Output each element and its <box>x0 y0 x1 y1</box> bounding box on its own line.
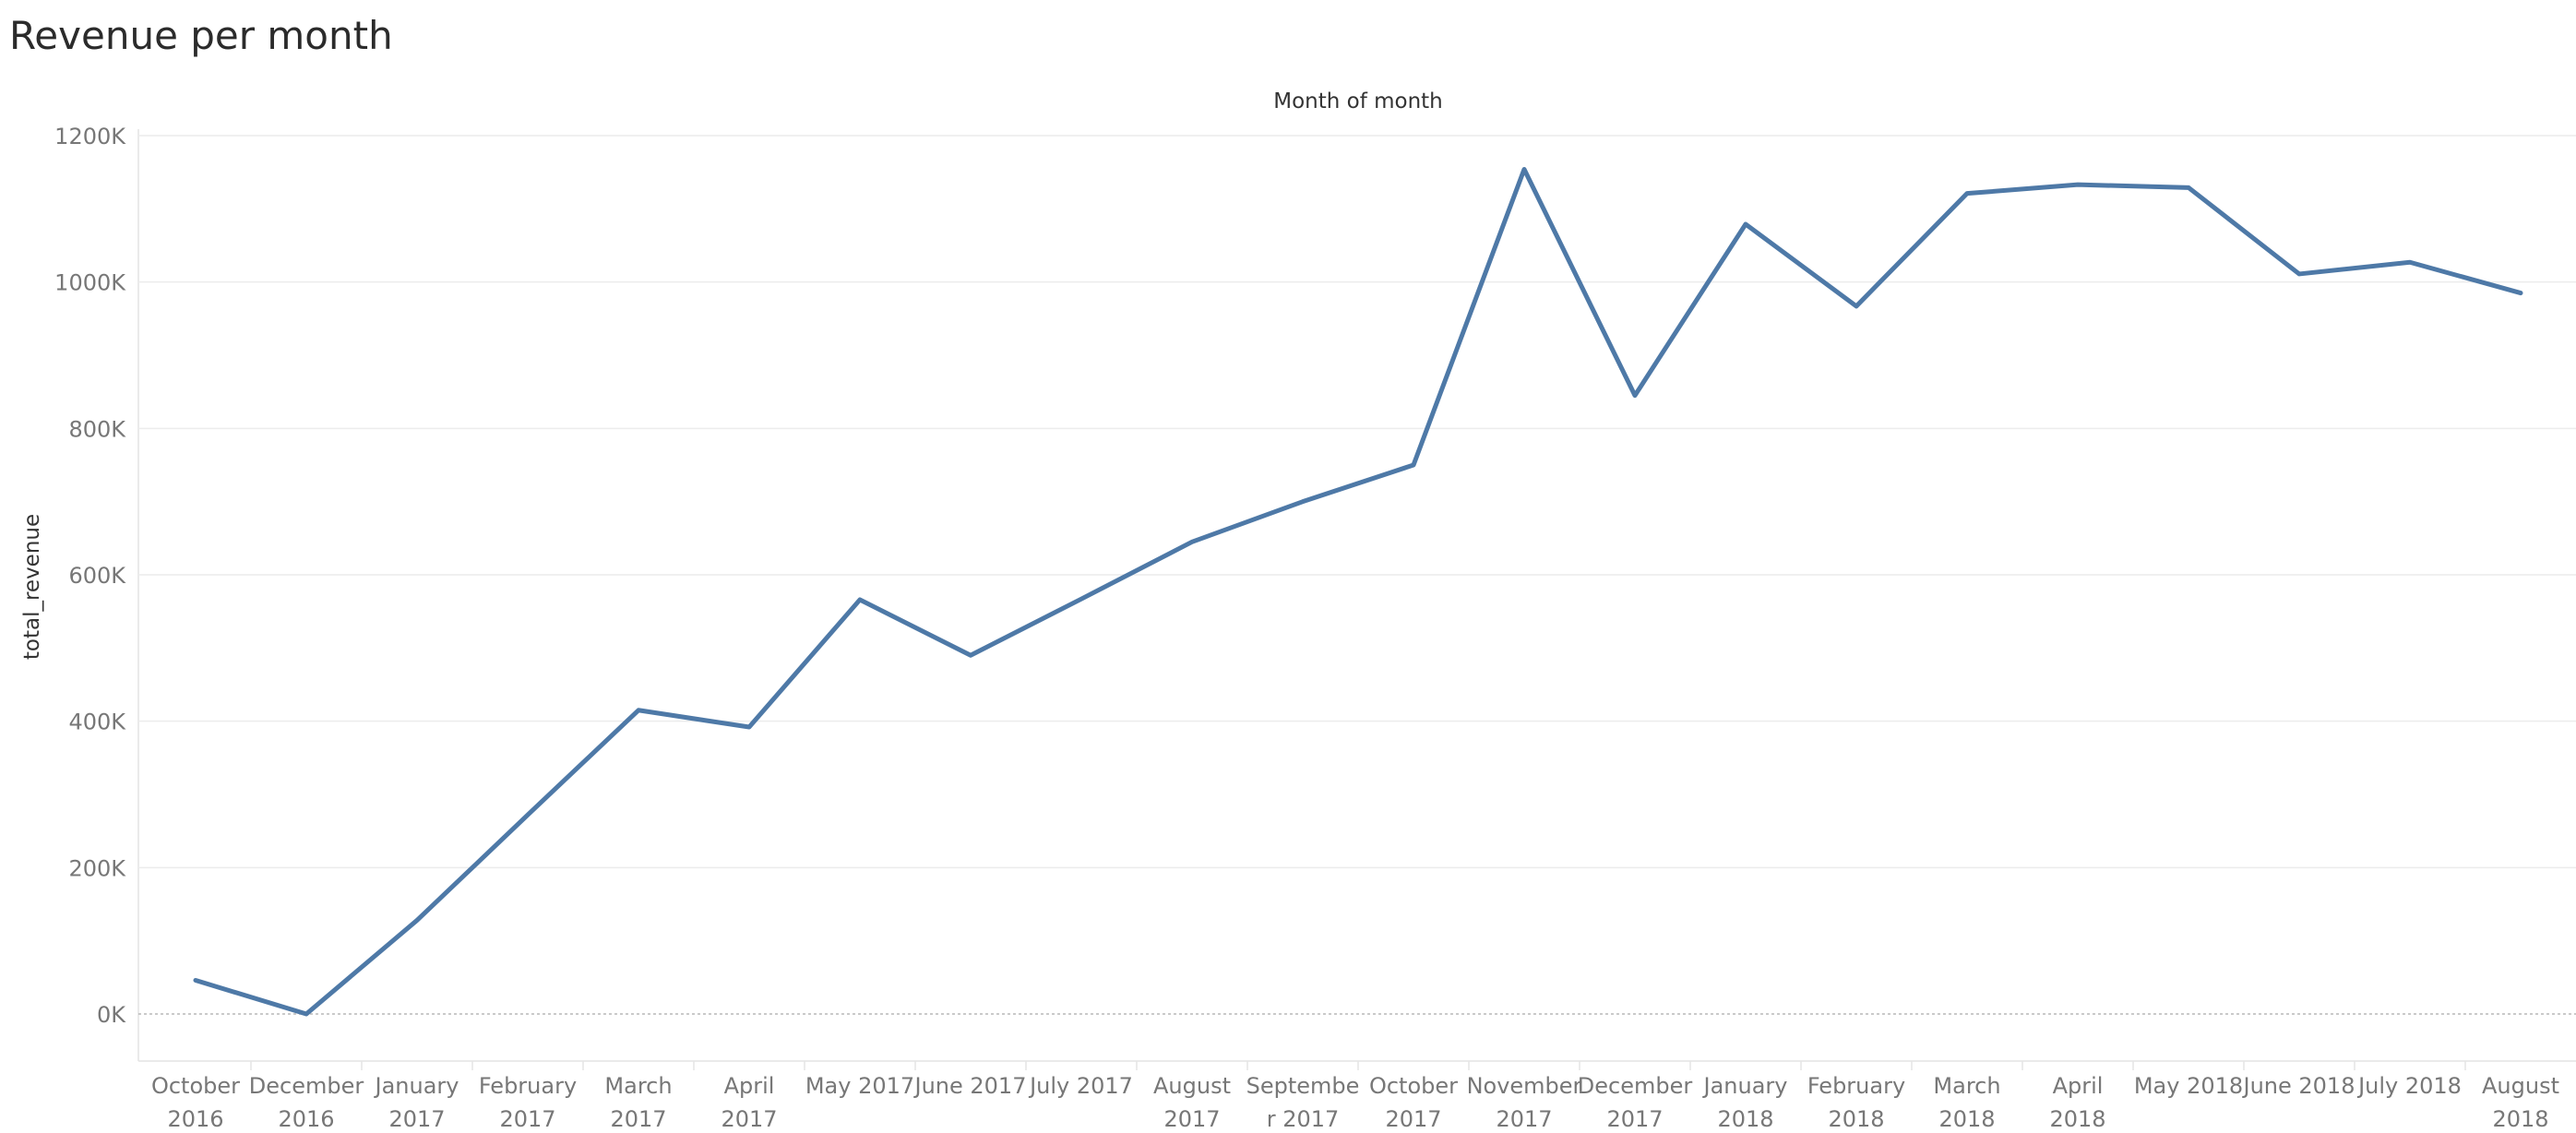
x-tick-label: August 2017 <box>1153 1073 1231 1132</box>
x-tick-label: June 2018 <box>2242 1073 2355 1099</box>
x-tick-label: April 2018 <box>2049 1073 2105 1132</box>
x-tick-label: November 2017 <box>1467 1073 1582 1132</box>
x-tick-label: February 2017 <box>479 1073 577 1132</box>
x-tick-label: July 2018 <box>2356 1073 2462 1099</box>
y-tick-label: 400K <box>68 710 126 735</box>
x-tick-label: April 2017 <box>721 1073 777 1132</box>
gridlines <box>137 129 2576 1070</box>
x-tick-label: July 2017 <box>1028 1073 1133 1099</box>
y-axis-title: total_revenue <box>20 514 44 660</box>
y-tick-label: 1000K <box>54 270 126 296</box>
x-tick-label: March 2017 <box>604 1073 672 1132</box>
x-tick-label: May 2018 <box>2134 1073 2243 1099</box>
series-revenue <box>193 166 2523 1017</box>
y-tick-label: 1200K <box>54 124 126 149</box>
x-tick-label: January 2018 <box>1702 1073 1788 1132</box>
x-tick-label: August 2018 <box>2482 1073 2559 1132</box>
x-tick-label: December 2016 <box>249 1073 364 1132</box>
page-title: Revenue per month <box>9 13 393 58</box>
x-tick-label: June 2017 <box>913 1073 1027 1099</box>
y-axis-ticks: 0K 200K 400K 600K 800K 1000K 1200K <box>54 124 126 1028</box>
y-tick-label: 800K <box>68 416 126 442</box>
y-tick-label: 0K <box>97 1002 126 1028</box>
series-line <box>193 166 2523 1017</box>
x-tick-label: March 2018 <box>1933 1073 2000 1132</box>
y-tick-label: 200K <box>68 855 126 881</box>
x-tick-label: Septembe r 2017 <box>1246 1073 1360 1132</box>
chart-header: Month of month <box>1273 89 1443 113</box>
x-tick-label: January 2017 <box>374 1073 459 1132</box>
x-tick-label: February 2018 <box>1807 1073 1905 1132</box>
x-tick-label: May 2017 <box>805 1073 914 1099</box>
x-tick-label: December 2017 <box>1578 1073 1693 1132</box>
x-tick-label: October 2017 <box>1369 1073 1458 1132</box>
x-tick-label: October 2016 <box>151 1073 240 1132</box>
y-tick-label: 600K <box>68 563 126 589</box>
